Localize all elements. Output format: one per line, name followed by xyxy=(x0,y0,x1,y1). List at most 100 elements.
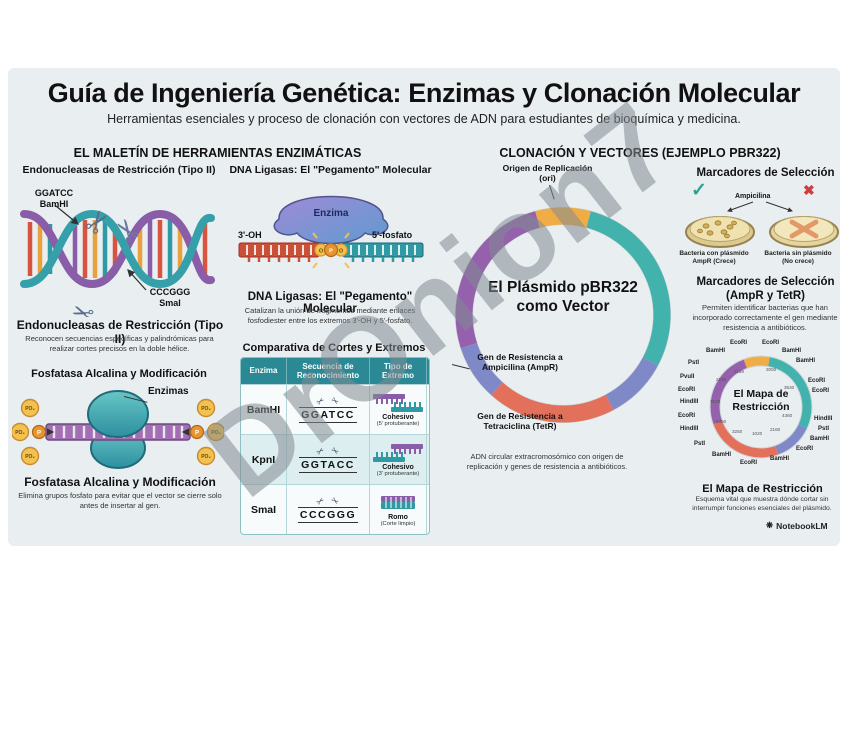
sticky-end-icon xyxy=(373,393,423,412)
enzyme-upper-lobe xyxy=(87,390,149,438)
restriction-site-label: BamHI xyxy=(810,436,830,442)
restriction-site-label: EcoRI xyxy=(678,413,696,419)
recognition-sequence: ✂ ✂ CCCGGG xyxy=(287,485,370,534)
p-label: P xyxy=(37,431,41,437)
restriction-site-label: PstI xyxy=(818,426,830,432)
plasmid-segment-ori xyxy=(535,207,591,228)
ori-label: Origen de Replicación (ori) xyxy=(495,163,600,183)
right-section-header: CLONACIÓN Y VECTORES (EJEMPLO PBR322) xyxy=(499,146,781,160)
bamhi-site-label: GGATCC BamHI xyxy=(24,188,84,210)
restriction-site-label: EcoRI xyxy=(762,340,780,346)
enzyme-name: SmaI xyxy=(241,485,287,534)
scissors-pair-icon: ✂ ✂ xyxy=(315,495,341,508)
ligase-title: DNA Ligasas: El "Pegamento" Molecular xyxy=(247,291,413,315)
table-title: Comparativa de Cortes y Extremos xyxy=(242,342,426,354)
restriction-site-label: EcoRI xyxy=(796,446,814,452)
end-type-name: Cohesivo xyxy=(382,463,414,471)
map-position: 1158 xyxy=(734,369,744,374)
plasmid-title-line2: como Vector xyxy=(516,298,610,316)
map-position: 3020 xyxy=(710,399,721,404)
map-position: 1020 xyxy=(752,431,763,436)
table-header-row: Enzima Secuencia de Reconocimiento Tipo … xyxy=(241,358,429,384)
ampr-gene-label: Gen de Resistencia a Ampicilina (AmpR) xyxy=(477,352,563,373)
enzyme-label: Enzima xyxy=(313,208,348,219)
scissors-pair-icon: ✂ ✂ xyxy=(315,445,341,458)
ori-label-line1: Origen de Replicación xyxy=(502,163,593,173)
credit-text: NotebookLM xyxy=(776,520,828,531)
table-row: KpnI ✂ ✂ GGTACC Cohesivo (3' protuberante… xyxy=(241,434,429,484)
recognition-sequence: ✂ ✂ GGATCC xyxy=(287,385,370,434)
plasmid-segment-slate-right xyxy=(605,357,658,410)
smai-sequence: CCCGGG xyxy=(149,287,191,297)
link-circle-p xyxy=(323,242,339,258)
po4-label: PO₄ xyxy=(25,454,35,460)
restriction-site-label: PvuII xyxy=(680,374,695,380)
restriction-site-label: HindIII xyxy=(680,426,699,432)
map-position: 3530 xyxy=(784,385,795,390)
phosphodiester-rays xyxy=(312,232,350,269)
restriction-site-label: EcoRI xyxy=(730,340,748,346)
phosphatase-description: Elimina grupos fosfato para evitar que e… xyxy=(18,491,222,510)
enzyme-comparison-table: Enzima Secuencia de Reconocimiento Tipo … xyxy=(240,357,430,535)
dish-growing-label: Bacteria con plásmido AmpR (Crece) xyxy=(679,250,749,266)
plasmid-segment-purple xyxy=(455,211,540,349)
plasmid-center-title: El Plásmido pBR322 como Vector xyxy=(488,278,638,317)
ampicillin-label: Ampicilina xyxy=(735,193,771,200)
ori-label-line2: (ori) xyxy=(539,173,556,184)
restriction-site-label: HindIII xyxy=(680,399,699,405)
sequence-text: GGATCC xyxy=(299,406,357,424)
map-position: 5350 xyxy=(716,419,727,424)
phosphatase-intro-title: Fosfatasa Alcalina y Modificación xyxy=(31,368,207,380)
map-title: El Mapa de Restricción xyxy=(702,483,823,495)
map-position: 2190 xyxy=(716,377,727,382)
po4-label: PO₄ xyxy=(201,406,211,412)
markers-description: Permiten identificar bacterias que han i… xyxy=(692,303,838,332)
restriction-map: El Mapa de Restricción EcoRI EcoRI BamHI… xyxy=(678,340,846,482)
scissors-icon: ✂ xyxy=(68,295,99,317)
plasmid-segment-ampr xyxy=(460,342,503,395)
dna-strand-teal xyxy=(20,209,215,289)
notebooklm-logo-icon: ❋ xyxy=(766,520,774,530)
phosphate-cluster-left: PO₄ PO₄ PO₄ P xyxy=(12,398,55,466)
restriction-site-label: BamHI xyxy=(706,348,726,354)
markers-title: Marcadores de Selección xyxy=(696,167,835,179)
endonuclease-title: Endonucleasas de Restricción (Tipo II) xyxy=(16,318,224,346)
map-position: 3050 xyxy=(766,367,777,372)
petri-dish-growing xyxy=(685,216,755,248)
end-type-note: (3' protuberante) xyxy=(376,470,420,477)
dna-helix-illustration: ✂ ✂ ✂ xyxy=(20,203,215,317)
restriction-site-label: EcoRI xyxy=(808,378,826,384)
five-prime-label: 5'-fosfato xyxy=(372,230,413,240)
restriction-site-label: BamHI xyxy=(712,452,732,458)
check-icon: ✓ xyxy=(691,180,707,201)
po4-label: PO₄ xyxy=(15,430,25,436)
fragment-right-stripes xyxy=(350,245,416,255)
table-row: SmaI ✂ ✂ CCCGGG Romo (Corte limpio) xyxy=(241,484,429,534)
no-growth-x xyxy=(789,219,819,239)
map-position: 4360 xyxy=(782,413,793,418)
restriction-site-label: PstI xyxy=(688,360,700,366)
credit-badge: ❋ NotebookLM xyxy=(766,520,828,531)
petri-dish-empty xyxy=(769,216,839,248)
enzymes-label: Enzimas xyxy=(148,386,189,397)
table-row: BamHI ✂ ✂ GGATCC Cohesivo (5' protuberant… xyxy=(241,384,429,434)
plasmid-segment-tetr xyxy=(491,382,614,423)
po4-label: PO₄ xyxy=(201,454,211,460)
bacteria-colonies xyxy=(697,220,737,239)
phosphatase-illustration: PO₄ PO₄ PO₄ P PO₄ PO₄ PO₄ P xyxy=(12,390,224,469)
map-description: Esquema vital que muestra dónde cortar s… xyxy=(692,496,832,512)
page-title: Guía de Ingeniería Genética: Enzimas y C… xyxy=(47,78,801,108)
map-segment-red xyxy=(713,420,779,458)
blunt-end-icon xyxy=(381,495,415,509)
cross-icon: ✖ xyxy=(803,182,815,198)
ligase-description: Catalizan la unión de fragmentos mediant… xyxy=(244,306,416,325)
end-type-note: (5' protuberante) xyxy=(376,420,420,427)
ligase-enzyme-blob xyxy=(273,195,389,245)
map-center-line1: El Mapa de xyxy=(733,388,789,400)
map-segment-orange xyxy=(743,356,770,369)
scissors-pair-icon: ✂ ✂ xyxy=(315,395,341,408)
map-segment-slate xyxy=(774,424,807,455)
plasmid-segment-teal xyxy=(586,211,671,366)
endonuclease-description: Reconocen secuencias específicas y palin… xyxy=(25,334,214,353)
link-letter: O xyxy=(319,249,324,255)
